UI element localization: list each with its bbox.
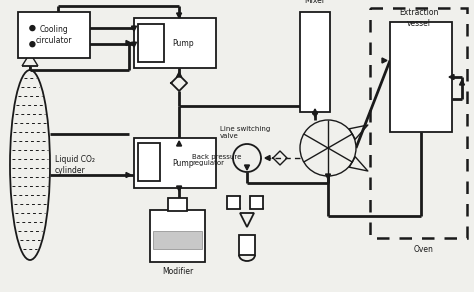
Circle shape	[300, 120, 356, 176]
Polygon shape	[312, 109, 318, 114]
Text: Pump: Pump	[173, 159, 194, 168]
Bar	[228, 196, 240, 209]
Polygon shape	[177, 72, 182, 77]
Text: Back pressure
regulator: Back pressure regulator	[192, 154, 241, 166]
Polygon shape	[449, 74, 454, 79]
Text: Pump: Pump	[173, 39, 194, 48]
Bar	[370, 8, 467, 238]
Bar	[134, 138, 216, 188]
Bar	[134, 18, 216, 68]
Bar	[239, 235, 255, 255]
Bar	[390, 22, 452, 132]
Text: Oven: Oven	[413, 246, 433, 255]
Polygon shape	[177, 141, 182, 146]
Polygon shape	[126, 41, 131, 46]
Circle shape	[30, 42, 35, 47]
Text: Modifier: Modifier	[162, 267, 193, 277]
Polygon shape	[131, 26, 137, 31]
Text: Line switching
valve: Line switching valve	[220, 126, 270, 140]
Polygon shape	[312, 112, 318, 117]
Text: Liquid CO₂
cylinder: Liquid CO₂ cylinder	[55, 155, 95, 175]
Text: Mixer: Mixer	[304, 0, 326, 5]
Bar	[138, 24, 164, 62]
Polygon shape	[326, 174, 330, 179]
Polygon shape	[265, 156, 270, 161]
Bar	[138, 143, 160, 181]
Bar	[153, 231, 202, 249]
Polygon shape	[177, 13, 182, 18]
Text: Extraction
vessel: Extraction vessel	[399, 8, 438, 28]
Bar	[300, 12, 330, 112]
Polygon shape	[459, 80, 465, 85]
Polygon shape	[126, 173, 131, 178]
Text: Cooling
circulator: Cooling circulator	[36, 25, 72, 45]
Circle shape	[30, 26, 35, 31]
Bar	[250, 196, 264, 209]
Polygon shape	[245, 165, 249, 170]
Bar	[150, 210, 205, 262]
Polygon shape	[177, 186, 182, 191]
Polygon shape	[382, 58, 387, 63]
Bar	[18, 12, 90, 58]
Bar	[168, 198, 187, 211]
Polygon shape	[131, 42, 137, 47]
